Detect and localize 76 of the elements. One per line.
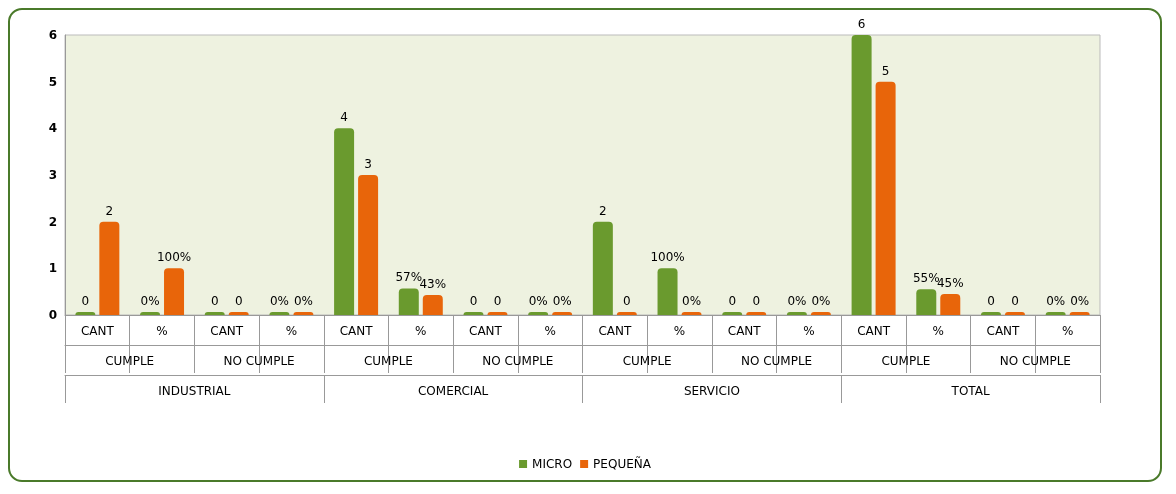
text: CUMPLE xyxy=(105,354,155,368)
text: TOTAL xyxy=(950,384,990,398)
x-tick-label: % xyxy=(803,324,815,338)
x-tick-label: CANT xyxy=(469,324,503,338)
y-tick-label: 2 xyxy=(48,214,57,229)
data-label: 0 xyxy=(728,294,737,308)
legend-label: PEQUEÑA xyxy=(593,456,652,471)
bar xyxy=(164,268,185,315)
text: NO CUMPLE xyxy=(740,354,813,368)
bar xyxy=(657,268,678,315)
data-label: 100% xyxy=(650,250,685,265)
data-label: 2 xyxy=(105,203,114,218)
text: CUMPLE xyxy=(622,354,672,368)
y-tick-label: 0 xyxy=(48,308,57,322)
bar xyxy=(422,294,443,315)
data-label: 3 xyxy=(364,157,372,171)
data-label: 6 xyxy=(857,17,866,31)
x-tick-label: % xyxy=(673,324,686,338)
data-label: 0% xyxy=(682,294,702,308)
bar xyxy=(875,81,896,315)
x-tick-label: CANT xyxy=(80,324,115,338)
x-tick-label: CANT xyxy=(598,324,632,338)
x-tick-label: CANT xyxy=(857,324,891,338)
data-label: 0 xyxy=(210,294,219,308)
x-tick-label: % xyxy=(932,324,944,338)
data-label: 0% xyxy=(1070,294,1090,308)
text: NO CUMPLE xyxy=(223,354,295,368)
text: NO CUMPLE xyxy=(482,354,554,368)
data-label: 0% xyxy=(787,294,807,308)
data-label: 5 xyxy=(881,63,890,78)
text: CUMPLE xyxy=(881,354,931,368)
y-tick-label: 1 xyxy=(48,261,57,276)
x-tick-label: % xyxy=(544,324,556,338)
data-label: 0% xyxy=(140,294,160,308)
data-label: 0 xyxy=(493,294,502,308)
bar xyxy=(851,35,872,315)
data-label: 4 xyxy=(340,110,348,125)
data-label: 2 xyxy=(599,203,607,218)
y-tick-label: 4 xyxy=(48,121,57,136)
x-tick-label: % xyxy=(285,324,298,338)
bar xyxy=(358,175,379,315)
x-tick-label: CANT xyxy=(727,324,762,338)
bar xyxy=(916,289,937,315)
text: SERVICIO xyxy=(683,384,740,398)
y-tick-label: 6 xyxy=(48,28,57,42)
text: COMERCIAL xyxy=(417,384,489,398)
data-label: 0 xyxy=(1011,294,1019,308)
x-tick-label: % xyxy=(415,324,427,338)
text: NO CUMPLE xyxy=(999,354,1071,368)
data-label: 0% xyxy=(552,294,572,308)
bar xyxy=(398,288,419,315)
data-label: 0% xyxy=(528,294,548,308)
text: CUMPLE xyxy=(363,354,413,368)
x-tick-label: CANT xyxy=(339,324,374,338)
y-tick-label: 5 xyxy=(48,74,57,89)
data-label: 0 xyxy=(234,294,243,308)
data-label: 100% xyxy=(156,250,192,265)
legend-label: MICRO xyxy=(532,457,573,471)
data-label: 0% xyxy=(293,294,313,308)
data-label: 0 xyxy=(987,294,995,308)
data-label: 0% xyxy=(269,294,289,308)
data-label: 0% xyxy=(811,294,831,308)
text: INDUSTRIAL xyxy=(158,384,231,398)
x-tick-label: CANT xyxy=(986,324,1021,338)
bar xyxy=(334,128,355,315)
y-tick-label: 3 xyxy=(48,168,57,182)
bar xyxy=(592,221,613,315)
bar xyxy=(99,221,120,315)
data-label: 0 xyxy=(81,294,90,308)
x-tick-label: CANT xyxy=(210,324,244,338)
data-label: 0 xyxy=(752,294,761,308)
x-tick-label: % xyxy=(1061,324,1074,338)
data-label: 0% xyxy=(1046,294,1066,308)
x-tick-label: % xyxy=(156,324,168,338)
data-label: 0 xyxy=(623,294,631,308)
data-label: 0 xyxy=(469,294,478,308)
